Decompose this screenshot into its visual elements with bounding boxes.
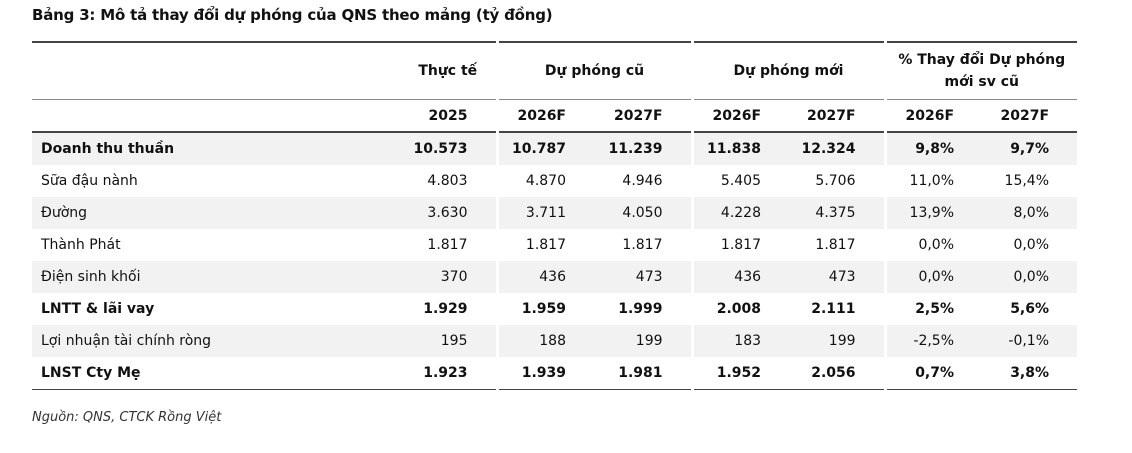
cell: 9,7% — [982, 132, 1078, 165]
table-row: Lợi nhuận tài chính ròng 195 188 199 183 199-… — [32, 325, 1078, 357]
table-row: LNTT & lãi vay 1.929 1.959 1.999 2.008 2.111 2… — [32, 293, 1077, 325]
year-header: 2026F — [690, 99, 790, 133]
source-note: Nguồn: QNS, CTCK Rồng Việt — [32, 410, 222, 425]
cell: 4.946 — [622, 173, 663, 189]
year-header: 2027F — [789, 99, 886, 133]
row-label: Lợi nhuận tài chính ròng — [32, 325, 400, 357]
cell: 2,5% — [883, 293, 983, 325]
cell: 4.375 — [789, 197, 886, 229]
cell: 1.999 — [618, 301, 663, 317]
cell: 5.706 — [815, 173, 856, 189]
year-header: 2026F — [495, 99, 594, 133]
cell: 188 — [495, 325, 594, 357]
cell: 1.817 — [690, 229, 790, 261]
year-header-row: 2025 2026F 2027F 2026F 2027F 2026F 2027F — [32, 99, 1078, 133]
cell: 1.939 — [495, 357, 594, 390]
cell: 473 — [789, 261, 886, 293]
year-header: 2027F — [982, 99, 1078, 133]
cell: 11.239 — [594, 132, 693, 165]
cell: 8,0% — [982, 197, 1078, 229]
cell: 4.870 — [495, 165, 594, 197]
table-row: Điện sinh khối 370 436 473 436 473 0,0% 0,0% — [32, 261, 1078, 293]
year-header: 2026F — [883, 99, 983, 133]
cell: 0,0% — [883, 261, 983, 293]
cell: 370 — [400, 261, 497, 293]
cell: 9,8% — [883, 132, 983, 165]
cell: 0,7% — [883, 357, 983, 390]
cell: 1.929 — [423, 301, 468, 317]
cell: 1.952 — [690, 357, 790, 390]
cell: 11,0% — [883, 165, 983, 197]
cell: 1.817 — [815, 237, 856, 253]
row-label: Doanh thu thuần — [32, 132, 400, 165]
cell: 195 — [400, 325, 497, 357]
cell: 12.324 — [789, 132, 886, 165]
cell: 4.803 — [427, 173, 468, 189]
group-header-row: Thực tế Dự phóng cũ Dự phóng mới % Thay … — [32, 42, 1078, 100]
cell: 0,0% — [982, 261, 1078, 293]
cell: 15,4% — [1004, 173, 1050, 189]
cell: 4.228 — [690, 197, 790, 229]
group-header: Thực tế — [418, 63, 478, 79]
cell: 1.817 — [495, 229, 594, 261]
row-label: Đường — [32, 197, 400, 229]
cell: 2.111 — [811, 301, 856, 317]
table: Thực tế Dự phóng cũ Dự phóng mới % Thay … — [32, 41, 1078, 390]
row-label: Sữa đậu nành — [41, 173, 138, 189]
cell: 3,8% — [1010, 365, 1050, 381]
row-label: Thành Phát — [41, 237, 121, 253]
cell: 199 — [789, 325, 886, 357]
year-header: 2027F — [594, 99, 693, 133]
cell: 3.711 — [495, 197, 594, 229]
cell: 5,6% — [1010, 301, 1050, 317]
table-row: Sữa đậu nành 4.803 4.870 4.946 5.405 5.706 11,… — [32, 165, 1077, 197]
cell: -0,1% — [982, 325, 1078, 357]
row-label: LNST Cty Mẹ — [41, 365, 141, 381]
table-row: Thành Phát 1.817 1.817 1.817 1.817 1.817 0,0% 0… — [32, 229, 1077, 261]
cell: 1.817 — [427, 237, 468, 253]
cell: 3.630 — [400, 197, 497, 229]
group-header: Dự phóng cũ — [495, 42, 693, 100]
cell: 0,0% — [883, 229, 983, 261]
table-row: Đường 3.630 3.711 4.050 4.228 4.375 13,9% 8,0% — [32, 197, 1078, 229]
cell: 1.981 — [618, 365, 663, 381]
cell: 183 — [690, 325, 790, 357]
table-row: Doanh thu thuần 10.573 10.787 11.239 11.838 1… — [32, 132, 1078, 165]
cell: 2.056 — [811, 365, 856, 381]
cell: 13,9% — [883, 197, 983, 229]
row-label: LNTT & lãi vay — [41, 301, 155, 317]
cell: 436 — [690, 261, 790, 293]
cell: 1.923 — [423, 365, 468, 381]
table-title: Bảng 3: Mô tả thay đổi dự phóng của QNS … — [32, 6, 553, 24]
cell: 1.817 — [622, 237, 663, 253]
cell: 2.008 — [690, 293, 790, 325]
cell: 10.787 — [495, 132, 594, 165]
cell: 11.838 — [690, 132, 790, 165]
cell: 1.959 — [495, 293, 594, 325]
cell: 5.405 — [690, 165, 790, 197]
group-header: % Thay đổi Dự phóng mới sv cũ — [883, 42, 1078, 100]
cell: 199 — [594, 325, 693, 357]
cell: 4.050 — [594, 197, 693, 229]
cell: 0,0% — [1013, 237, 1050, 253]
table-row: LNST Cty Mẹ 1.923 1.939 1.981 1.952 2.056 0,7%… — [32, 357, 1077, 390]
cell: 10.573 — [400, 132, 497, 165]
group-header: Dự phóng mới — [690, 42, 886, 100]
year-header: 2025 — [400, 99, 497, 133]
cell: 473 — [594, 261, 693, 293]
row-label: Điện sinh khối — [32, 261, 400, 293]
cell: 436 — [495, 261, 594, 293]
cell: -2,5% — [883, 325, 983, 357]
